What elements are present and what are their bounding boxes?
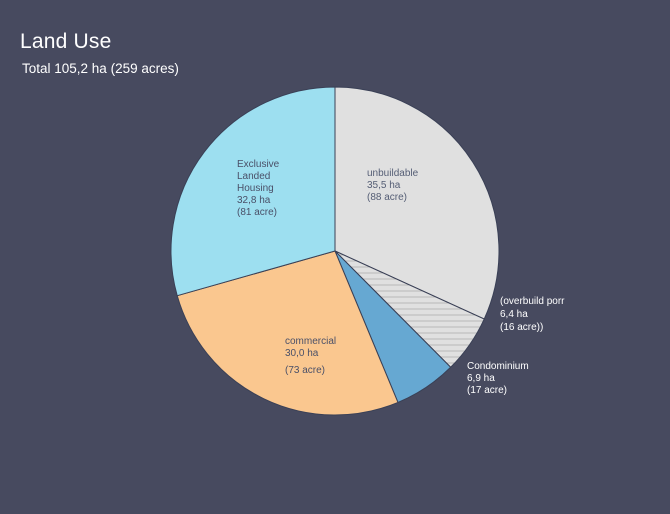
slice-label-line: Exclusive [237,159,280,170]
slice-label: commercial 30,0 ha (73 acre) [285,336,336,376]
slice-label-line: commercial [285,336,336,347]
slice-label: Exclusive Landed Housing 32,8 ha (81 acre) [237,159,280,218]
pie-slice [170,86,336,297]
slice-label-line: 30,0 ha [285,348,319,359]
slice-label: unbuildable 35,5 ha (88 acre) [367,168,419,203]
slice-label-line: (81 acre) [237,207,277,218]
slice-label-line: (17 acre) [467,385,507,396]
slice-label: (overbuild porr 6,4 ha (16 acre)) [500,296,565,333]
slice-label: Condominium 6,9 ha (17 acre) [467,361,529,396]
slice-label-line: Housing [237,183,274,194]
slice-label-line: (73 acre) [285,365,325,376]
chart-title: Land Use [20,30,112,53]
slice-label-line: 35,5 ha [367,180,401,191]
slice-label-line: unbuildable [367,168,419,179]
pie-slice [176,250,399,416]
slice-label-line: (88 acre) [367,192,407,203]
slice-label-line: (16 acre)) [500,322,543,333]
slice-label-line: (overbuild porr [500,296,565,307]
slice-label-line: Condominium [467,361,529,372]
pie-slice [334,86,500,320]
chart-subtitle: Total 105,2 ha (259 acres) [22,61,179,76]
slice-label-line: 6,9 ha [467,373,495,384]
slice-label-line: 6,4 ha [500,309,528,320]
slice-label-line: 32,8 ha [237,195,271,206]
slice-label-line: Landed [237,171,270,182]
